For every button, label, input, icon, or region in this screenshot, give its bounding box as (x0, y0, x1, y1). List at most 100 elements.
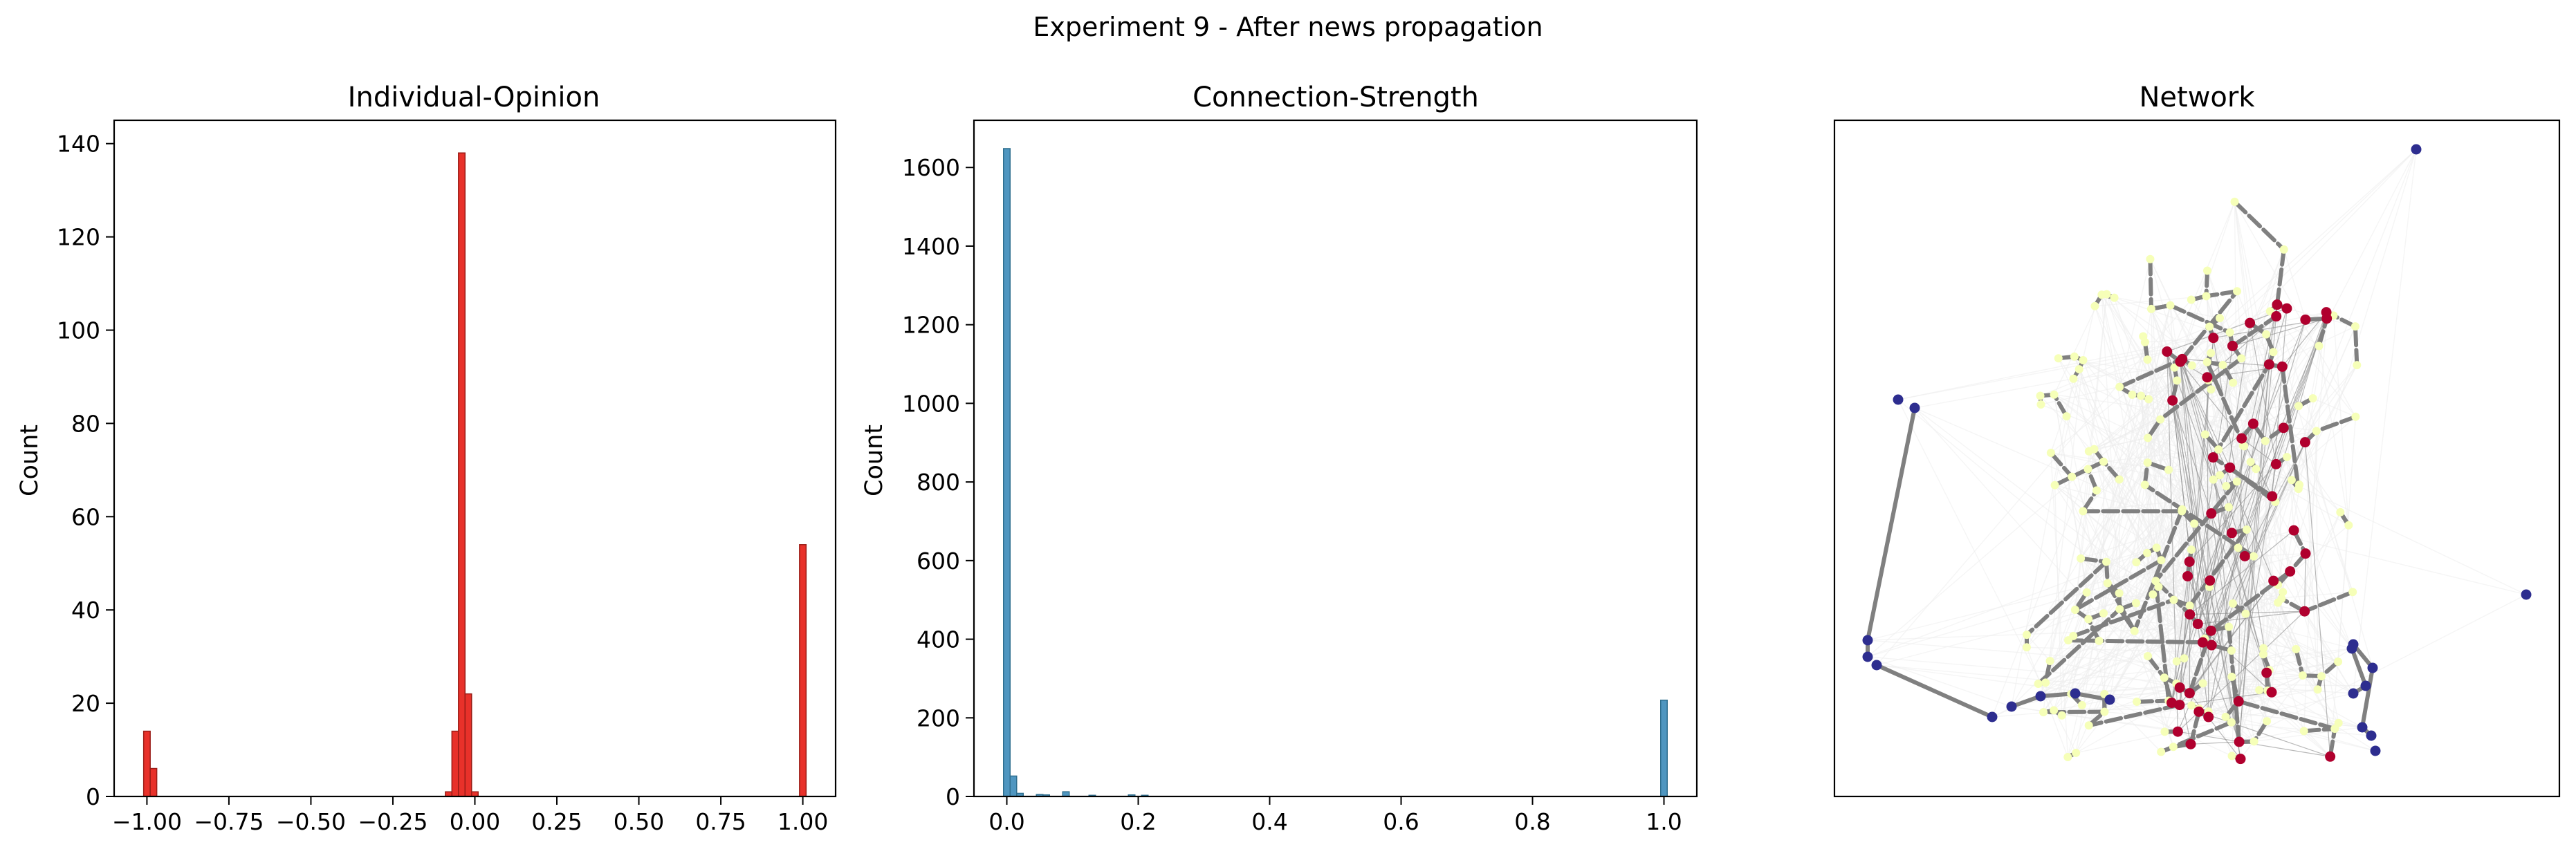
network-node-neutral (2132, 599, 2140, 607)
strength-histogram-y-tick-label: 1200 (902, 312, 960, 339)
network-node-positive (2234, 696, 2244, 707)
opinion-histogram-x-tick-label: −0.50 (276, 808, 346, 835)
network-node-neutral (2203, 358, 2211, 366)
network-node-neutral (2269, 348, 2277, 356)
network-node-neutral (2351, 413, 2359, 421)
network-node-neutral (2228, 752, 2236, 760)
opinion-histogram-x-tick-label: 1.00 (778, 808, 828, 835)
network-node-positive (2289, 525, 2299, 536)
network-node-neutral (2169, 596, 2178, 604)
network-node-neutral (2241, 610, 2250, 618)
network-node-positive (2208, 452, 2218, 463)
network-node-neutral (2141, 338, 2149, 346)
network-node-neutral (2344, 521, 2353, 530)
network-node-neutral (2104, 579, 2112, 588)
opinion-histogram-bar (465, 694, 471, 796)
strength-histogram-y-label: Count (861, 425, 888, 496)
network-node-neutral (2143, 549, 2151, 557)
network-node-positive (2227, 341, 2238, 351)
network-node-neutral (2205, 323, 2214, 331)
network-node-positive (2325, 752, 2335, 762)
network-node-negative (2371, 746, 2381, 756)
network-node-neutral (2294, 402, 2303, 410)
opinion-histogram-y-tick-label: 120 (57, 224, 100, 251)
network-node-positive (2281, 304, 2292, 314)
network-node-neutral (2187, 545, 2196, 554)
network-node-neutral (2085, 721, 2093, 729)
network-node-negative (1863, 652, 1873, 662)
network-node-neutral (2103, 290, 2111, 299)
network-node-neutral (2234, 543, 2243, 552)
network-node-neutral (2233, 478, 2241, 486)
network-node-neutral (2034, 680, 2043, 688)
opinion-histogram-y-tick-label: 140 (57, 131, 100, 158)
network-strong-edge (2137, 701, 2169, 702)
strength-histogram-bar (1661, 700, 1668, 796)
network-node-neutral (2023, 631, 2031, 639)
opinion-histogram-title: Individual-Opinion (348, 82, 600, 113)
network-node-neutral (2095, 637, 2103, 645)
network-node-neutral (2047, 449, 2055, 457)
network-node-positive (2248, 418, 2258, 429)
network-node-neutral (2144, 458, 2152, 467)
network-strong-edge (2304, 729, 2335, 731)
network-weak-edge (2054, 395, 2087, 593)
network-node-positive (2299, 606, 2310, 617)
network-node-positive (2279, 422, 2289, 433)
network-node-positive (2236, 754, 2246, 764)
network-node-neutral (2068, 473, 2076, 481)
network-node-neutral (2070, 353, 2079, 361)
opinion-histogram-x-tick-label: −0.25 (358, 808, 427, 835)
network-strong-edge (2317, 417, 2356, 431)
network-node-neutral (2084, 615, 2092, 623)
network-node-neutral (2100, 708, 2108, 716)
network-node-negative (2007, 702, 2017, 712)
network-node-neutral (2063, 753, 2072, 761)
network-node-neutral (2173, 376, 2181, 384)
network-node-neutral (2299, 671, 2307, 680)
opinion-histogram-y-tick-label: 100 (57, 317, 100, 344)
network-node-neutral (2250, 737, 2258, 745)
network-node-positive (2285, 566, 2295, 577)
network-weak-edge (2353, 149, 2416, 693)
network-node-neutral (2115, 383, 2124, 391)
network-node-neutral (2190, 519, 2198, 528)
network-node-neutral (2166, 301, 2175, 310)
network-node-neutral (2225, 503, 2233, 511)
network-node-neutral (2058, 711, 2066, 720)
strength-histogram-y-tick-label: 400 (917, 626, 960, 653)
network-node-neutral (2250, 552, 2258, 561)
network-node-positive (2206, 626, 2216, 636)
network-node-neutral (2144, 433, 2152, 442)
network-node-neutral (2243, 525, 2251, 534)
network-node-neutral (2233, 287, 2241, 295)
network-node-positive (2236, 433, 2247, 444)
network-node-positive (2300, 315, 2310, 325)
opinion-histogram-x-tick-label: 0.75 (695, 808, 746, 835)
opinion-histogram-x-tick-label: 0.50 (614, 808, 664, 835)
network-node-neutral (2216, 314, 2224, 322)
network-node-positive (2205, 575, 2215, 586)
network-node-neutral (2157, 747, 2165, 756)
network-node-negative (1987, 712, 1998, 722)
network-node-neutral (2160, 673, 2169, 682)
strength-histogram-x-tick-label: 0.8 (1514, 808, 1550, 835)
opinion-histogram-y-label: Count (16, 425, 44, 496)
opinion-histogram-bar (800, 545, 806, 796)
network-node-neutral (2151, 577, 2160, 585)
network-node-neutral (2295, 481, 2303, 489)
network-node-neutral (2187, 296, 2196, 304)
network-node-negative (2521, 590, 2532, 600)
network-node-neutral (2231, 198, 2239, 206)
network-node-neutral (2115, 475, 2124, 483)
network-node-neutral (2036, 392, 2045, 400)
network-node-neutral (2262, 330, 2270, 339)
network-node-neutral (2144, 652, 2152, 660)
network-node-positive (2185, 739, 2196, 749)
network-node-neutral (2144, 395, 2153, 403)
network-node-neutral (2075, 365, 2083, 373)
strength-histogram-x-tick-label: 0.4 (1251, 808, 1287, 835)
network-node-neutral (2186, 601, 2194, 610)
network-node-neutral (2099, 458, 2108, 466)
